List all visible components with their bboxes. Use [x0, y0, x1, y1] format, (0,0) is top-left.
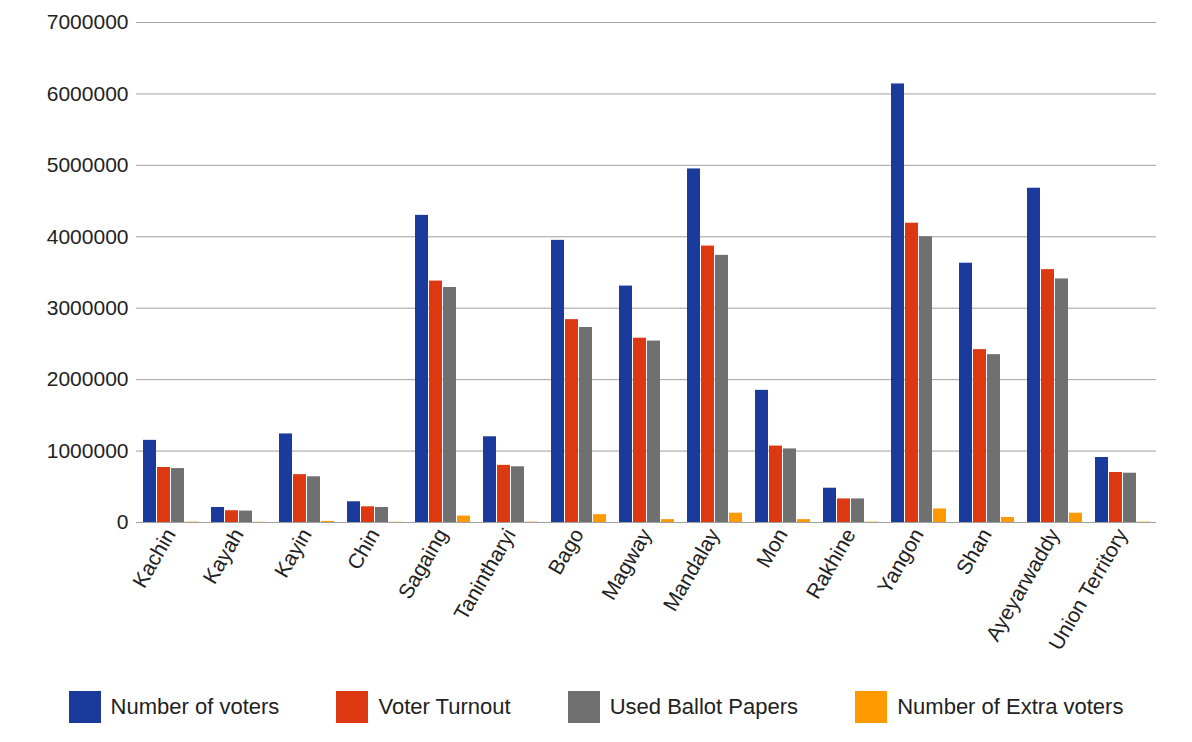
svg-text:Magway: Magway	[597, 524, 656, 604]
svg-text:7000000: 7000000	[47, 10, 129, 33]
html-text:Number of voters: Number of voters	[110, 694, 280, 719]
html-text:Number of Extra voters: Number of Extra voters	[897, 694, 1124, 719]
html-text:Voter Turnout: Voter Turnout	[378, 694, 511, 719]
svg-text:Rakhine: Rakhine	[801, 524, 859, 602]
svg-text:0: 0	[117, 510, 129, 533]
svg-text:Mon: Mon	[751, 524, 791, 571]
svg-text:Chin: Chin	[342, 524, 384, 573]
svg-text:Tanintharyi: Tanintharyi	[449, 524, 520, 623]
svg-text:Ayeyarwaddy: Ayeyarwaddy	[981, 524, 1064, 645]
svg-text:5000000: 5000000	[47, 153, 129, 176]
svg-text:6000000: 6000000	[47, 82, 129, 105]
svg-text:2000000: 2000000	[47, 367, 129, 390]
svg-text:3000000: 3000000	[47, 296, 129, 319]
svg-text:Kayin: Kayin	[270, 524, 316, 581]
svg-text:Kayah: Kayah	[198, 524, 248, 587]
svg-text:Mandalay: Mandalay	[658, 524, 724, 615]
svg-text:Kachin: Kachin	[128, 524, 180, 591]
svg-text:4000000: 4000000	[47, 225, 129, 248]
svg-text:Sagaing: Sagaing	[393, 524, 451, 602]
svg-text:Bago: Bago	[543, 524, 587, 578]
svg-text:Shan: Shan	[951, 524, 995, 578]
svg-text:Union Territory: Union Territory	[1044, 524, 1132, 654]
svg-text:Yangon: Yangon	[872, 524, 927, 597]
svg-text:1000000: 1000000	[47, 439, 129, 462]
html-text:Used Ballot Papers: Used Ballot Papers	[609, 694, 798, 719]
